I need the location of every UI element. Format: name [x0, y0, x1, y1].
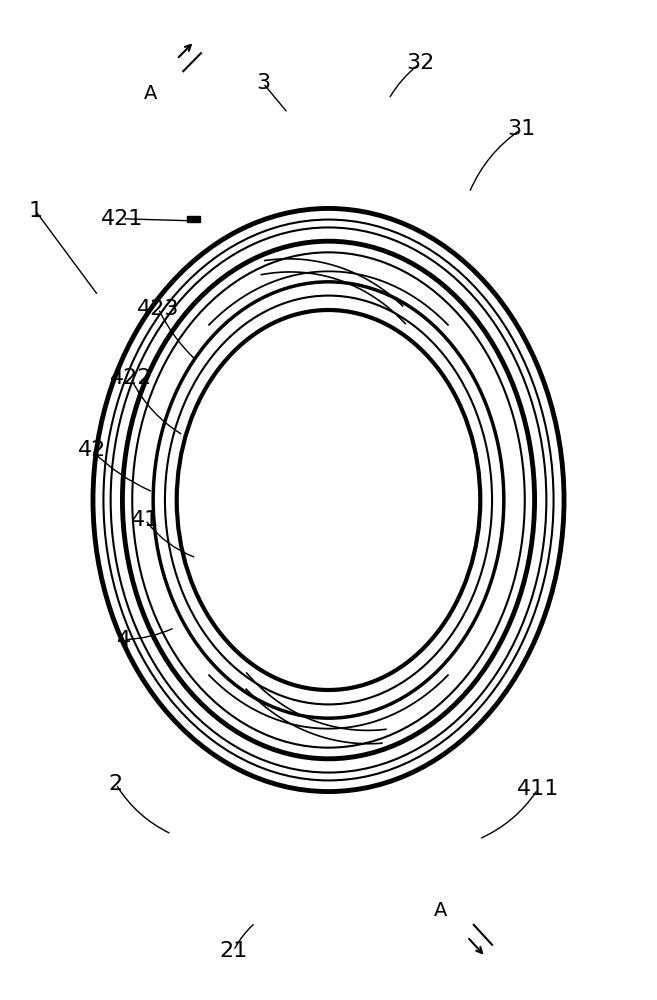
Text: 32: 32	[406, 53, 434, 73]
Text: A: A	[434, 901, 447, 920]
FancyBboxPatch shape	[187, 216, 200, 222]
Text: 411: 411	[516, 779, 559, 799]
Text: 42: 42	[78, 440, 106, 460]
Text: 3: 3	[256, 73, 270, 93]
Text: 422: 422	[110, 368, 152, 388]
Text: A: A	[144, 84, 157, 103]
Text: 423: 423	[137, 299, 179, 319]
Text: 31: 31	[507, 119, 535, 139]
Text: 41: 41	[131, 510, 160, 530]
Text: 2: 2	[109, 774, 123, 794]
Text: 421: 421	[101, 209, 144, 229]
Text: 21: 21	[219, 941, 248, 961]
Text: 1: 1	[28, 201, 43, 221]
Text: 4: 4	[118, 630, 131, 650]
